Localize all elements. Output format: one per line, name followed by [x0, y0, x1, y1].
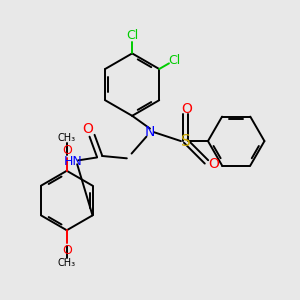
Text: O: O: [62, 244, 72, 257]
Text: Cl: Cl: [169, 54, 181, 67]
Text: Cl: Cl: [126, 29, 138, 42]
Text: O: O: [208, 157, 219, 171]
Text: O: O: [181, 102, 192, 116]
Text: CH₃: CH₃: [58, 258, 76, 268]
Text: N: N: [145, 125, 155, 139]
Text: O: O: [82, 122, 93, 136]
Text: O: O: [62, 144, 72, 158]
Text: HN: HN: [63, 155, 82, 168]
Text: CH₃: CH₃: [58, 133, 76, 143]
Text: S: S: [181, 134, 190, 148]
